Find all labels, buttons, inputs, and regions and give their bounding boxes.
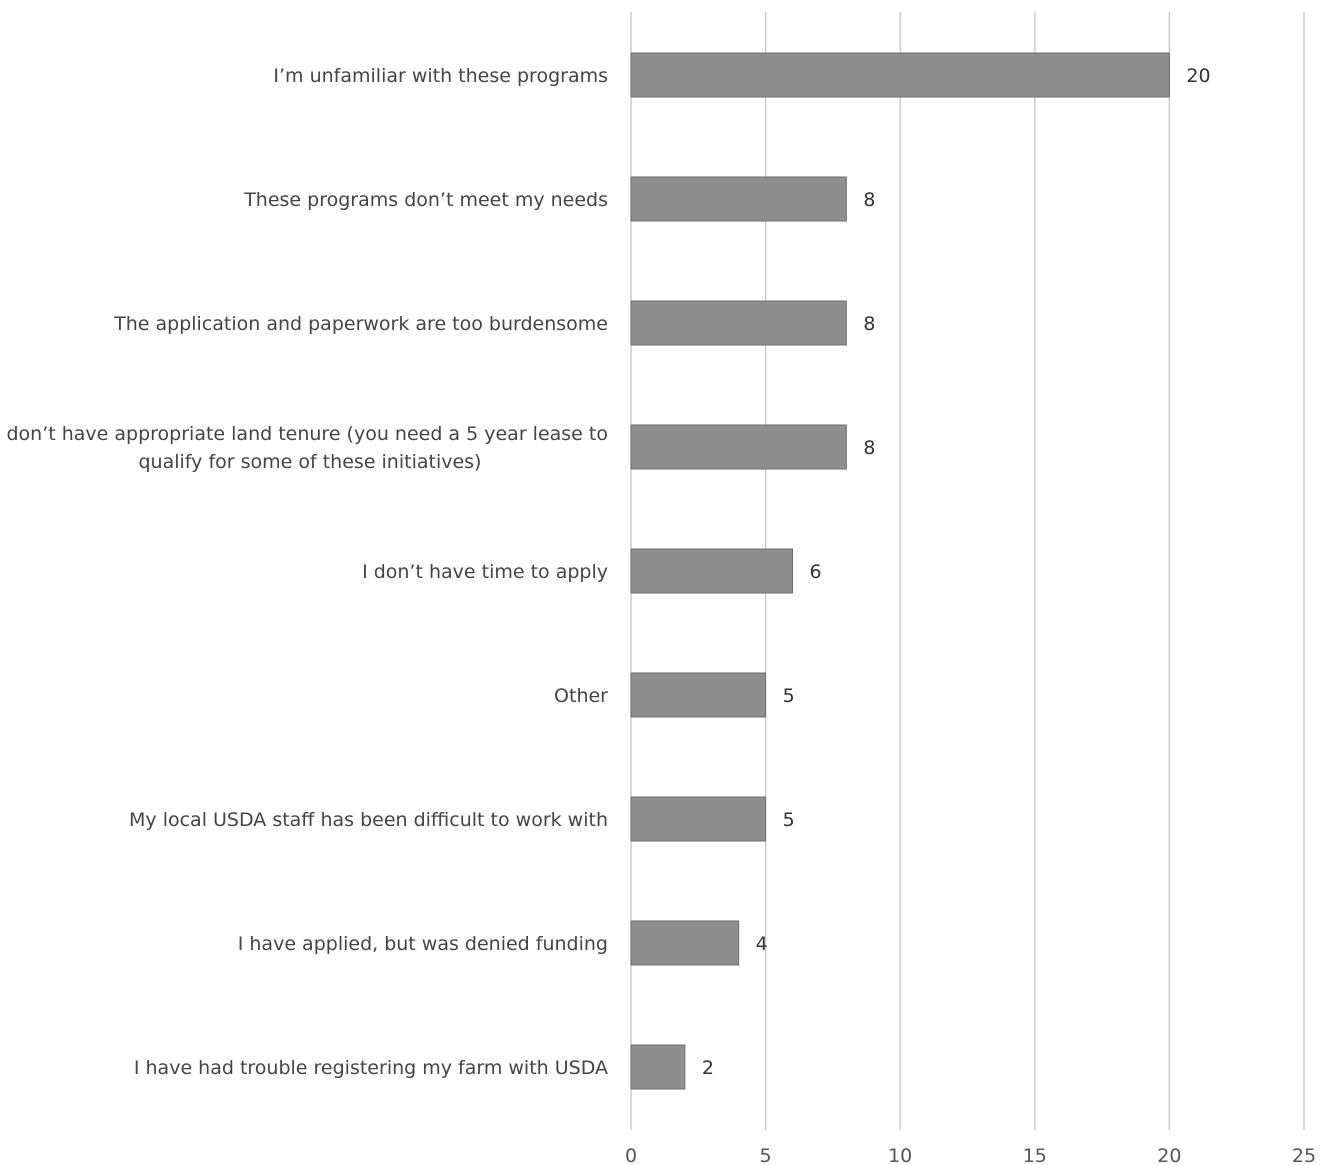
data-label: 4 — [756, 933, 768, 955]
data-label: 6 — [810, 561, 822, 583]
x-tick-label: 0 — [625, 1145, 637, 1165]
bar — [630, 176, 847, 222]
bars — [630, 52, 1170, 1090]
bar — [630, 1044, 686, 1090]
category-label-line: qualify for some of these initiatives) — [139, 451, 482, 473]
category-label: I don’t have time to apply — [362, 561, 608, 583]
category-label: Other — [554, 685, 608, 707]
data-label: 8 — [863, 189, 875, 211]
value-labels: 20 8 8 8 6 5 5 4 2 — [702, 65, 1211, 1079]
data-label: 8 — [863, 437, 875, 459]
bar — [630, 548, 794, 594]
data-label: 5 — [783, 685, 795, 707]
category-label-line: The application and paperwork are too bu… — [113, 313, 608, 335]
bar — [630, 672, 767, 718]
category-labels: I’m unfamiliar with these programs These … — [0, 65, 608, 1079]
category-label-line: I have had trouble registering my farm w… — [134, 1057, 608, 1079]
category-label: I have had trouble registering my farm w… — [134, 1057, 608, 1079]
category-label: I have applied, but was denied funding — [238, 933, 608, 955]
category-label: The application and paperwork are too bu… — [113, 313, 608, 335]
x-tick-label: 15 — [1023, 1145, 1047, 1165]
category-label: My local USDA staff has been difficult t… — [129, 809, 608, 831]
x-axis-tick-labels: 0 5 10 15 20 25 — [625, 1145, 1316, 1165]
bar — [630, 52, 1170, 98]
bar — [630, 424, 847, 470]
category-label: These programs don’t meet my needs — [243, 189, 608, 211]
data-label: 8 — [863, 313, 875, 335]
category-label-line: My local USDA staff has been difficult t… — [129, 809, 608, 831]
category-label-line: These programs don’t meet my needs — [243, 189, 608, 211]
category-label: I don’t have appropriate land tenure (yo… — [0, 423, 608, 473]
category-label: I’m unfamiliar with these programs — [273, 65, 608, 87]
data-label: 5 — [783, 809, 795, 831]
category-label-line: Other — [554, 685, 608, 707]
x-tick-label: 25 — [1292, 1145, 1316, 1165]
data-label: 2 — [702, 1057, 714, 1079]
bar — [630, 300, 847, 346]
category-label-line: I don’t have time to apply — [362, 561, 608, 583]
x-tick-label: 20 — [1157, 1145, 1181, 1165]
x-tick-label: 10 — [888, 1145, 912, 1165]
x-tick-label: 5 — [760, 1145, 772, 1165]
category-label-line: I have applied, but was denied funding — [238, 933, 608, 955]
category-label-line: I’m unfamiliar with these programs — [273, 65, 608, 87]
category-label-line: I don’t have appropriate land tenure (yo… — [0, 423, 608, 445]
bar — [630, 796, 767, 842]
data-label: 20 — [1186, 65, 1210, 87]
bar — [630, 920, 740, 966]
